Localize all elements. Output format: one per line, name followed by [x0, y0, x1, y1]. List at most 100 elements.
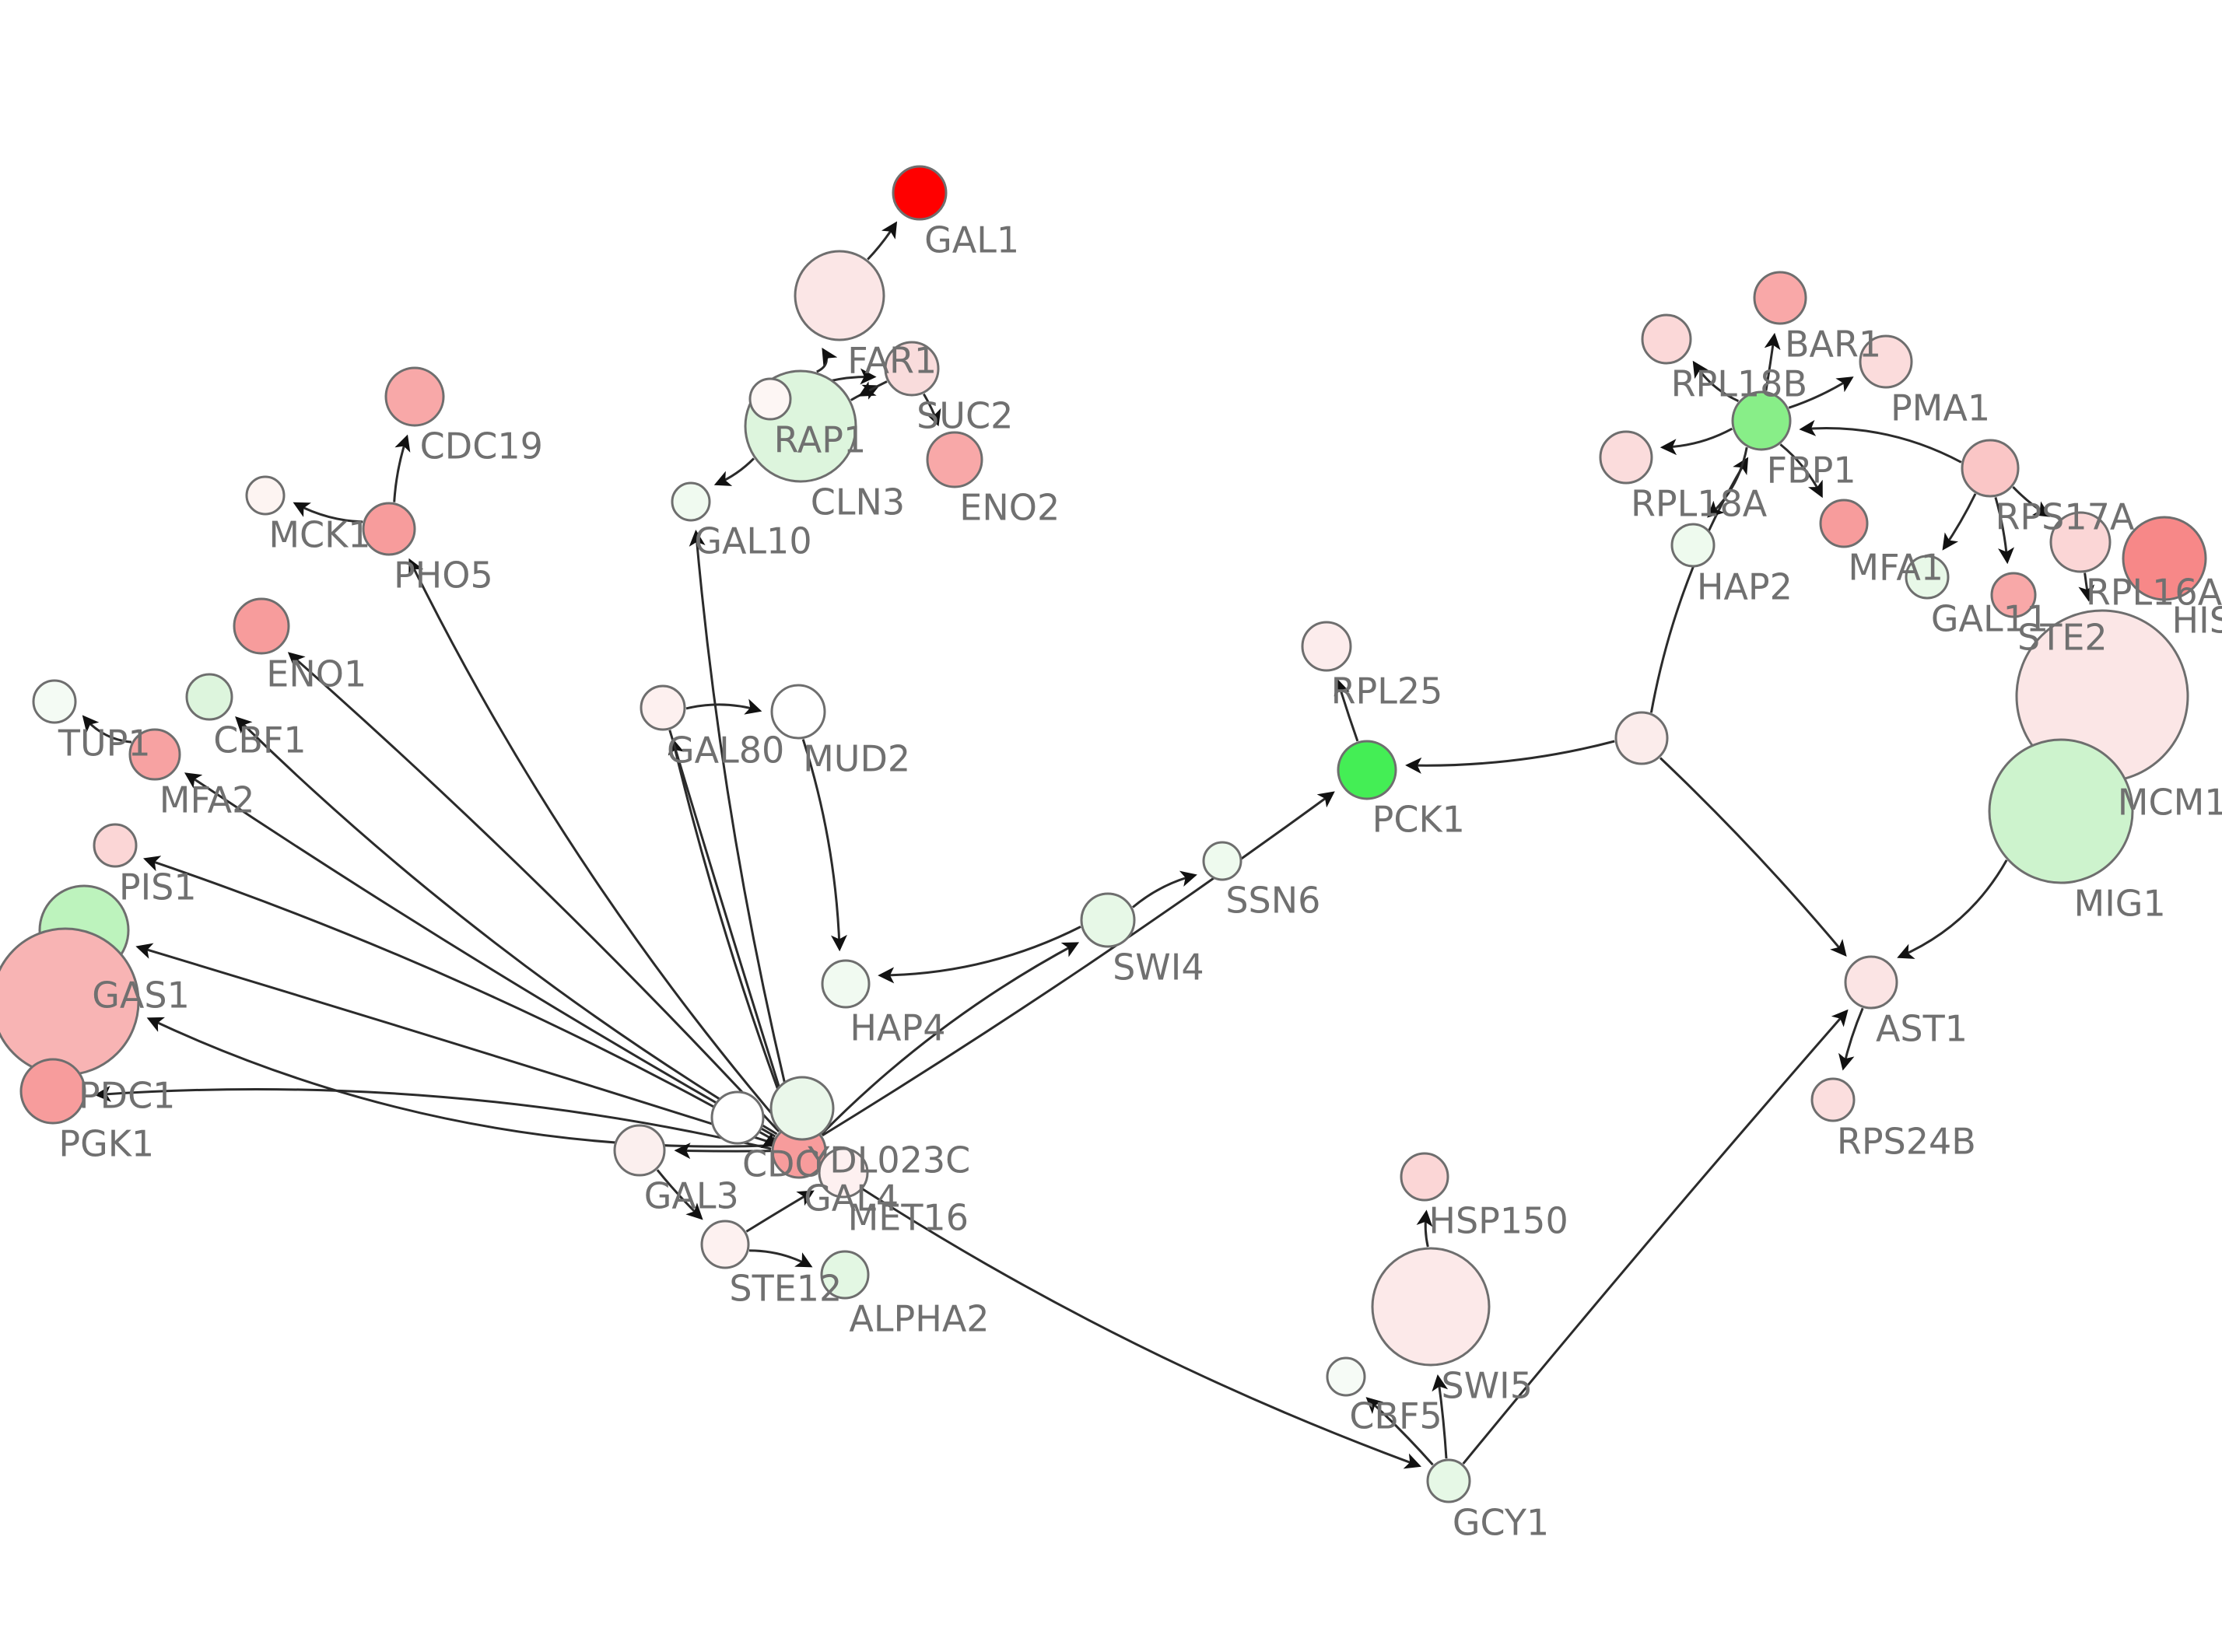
- graph-node[interactable]: [362, 502, 416, 556]
- graph-node-label: MIG1: [2074, 883, 2166, 925]
- graph-node-label: BAR1: [1785, 324, 1881, 366]
- graph-edge: [816, 348, 838, 373]
- graph-node-label: MUD2: [803, 738, 910, 780]
- graph-node-label: GAL3: [644, 1175, 739, 1217]
- graph-node-label: RPS24B: [1837, 1121, 1976, 1163]
- graph-node[interactable]: [1599, 430, 1653, 485]
- graph-node-label: PMA1: [1891, 387, 1990, 429]
- edge-layer: [82, 221, 2095, 1469]
- graph-node[interactable]: [818, 1147, 869, 1199]
- graph-edge: [393, 434, 411, 502]
- graph-edge: [668, 730, 792, 1117]
- graph-node[interactable]: [1301, 621, 1352, 672]
- graph-node-label: CDC19: [420, 425, 543, 467]
- graph-node[interactable]: [820, 1250, 870, 1300]
- graph-edge: [867, 221, 898, 261]
- graph-edge: [685, 698, 762, 715]
- graph-node[interactable]: [613, 1124, 666, 1177]
- graph-node[interactable]: [1988, 738, 2134, 884]
- graph-node[interactable]: [1400, 1152, 1449, 1202]
- graph-node[interactable]: [926, 431, 983, 488]
- graph-node[interactable]: [1426, 1458, 1471, 1503]
- graph-node-label: CDC: [742, 1143, 820, 1185]
- graph-node-label: ALPHA2: [849, 1298, 989, 1340]
- graph-node[interactable]: [1326, 1356, 1366, 1397]
- graph-edge: [1365, 1397, 1434, 1466]
- graph-node[interactable]: [233, 597, 290, 655]
- graph-node[interactable]: [1810, 1077, 1856, 1122]
- graph-node[interactable]: [93, 823, 138, 868]
- graph-node-label: GAL80: [667, 730, 784, 772]
- graph-node[interactable]: [128, 728, 181, 781]
- graph-node[interactable]: [245, 475, 286, 516]
- graph-node[interactable]: [1731, 390, 1792, 451]
- graph-node-label: MCK1: [268, 514, 370, 556]
- graph-node[interactable]: [794, 250, 885, 341]
- graph-node[interactable]: [671, 481, 711, 522]
- graph-edge: [761, 1132, 777, 1151]
- graph-node-label: PGK1: [58, 1123, 154, 1165]
- graph-node-label: GAL11: [1931, 598, 2049, 640]
- graph-edge: [1707, 446, 1748, 518]
- graph-edge: [858, 380, 888, 397]
- graph-node-label: RPL25: [1331, 670, 1443, 712]
- graph-edge: [801, 739, 847, 952]
- graph-node[interactable]: [384, 366, 445, 427]
- graph-node[interactable]: [1670, 523, 1716, 568]
- graph-node[interactable]: [821, 959, 871, 1009]
- graph-edge: [1779, 443, 1823, 499]
- graph-node[interactable]: [1202, 841, 1242, 881]
- graph-node-label: HAP4: [850, 1007, 945, 1049]
- graph-node-label: FBP1: [1767, 450, 1856, 492]
- graph-edge: [823, 1163, 1421, 1469]
- graph-node-label: PIS1: [119, 866, 197, 908]
- graph-node[interactable]: [748, 377, 792, 421]
- graph-node[interactable]: [1337, 740, 1397, 800]
- graph-node[interactable]: [769, 1076, 835, 1141]
- graph-node-label: CBF5: [1349, 1395, 1442, 1437]
- graph-node[interactable]: [1961, 439, 2020, 498]
- graph-node[interactable]: [1844, 955, 1898, 1010]
- graph-node[interactable]: [1080, 892, 1136, 948]
- graph-node-label: GCY1: [1453, 1502, 1549, 1544]
- graph-node[interactable]: [1859, 334, 1913, 389]
- graph-node[interactable]: [770, 684, 826, 740]
- graph-node-label: HIS4: [2172, 600, 2222, 642]
- graph-node-label: SWI5: [1442, 1365, 1533, 1407]
- graph-edge: [1334, 678, 1359, 742]
- graph-node[interactable]: [1641, 313, 1692, 365]
- graph-node[interactable]: [1819, 499, 1869, 548]
- graph-edge: [1799, 419, 1962, 464]
- graph-node[interactable]: [2122, 516, 2207, 601]
- graph-edge: [184, 772, 776, 1138]
- graph-edge: [1659, 757, 1847, 957]
- graph-node[interactable]: [185, 673, 233, 721]
- graph-node[interactable]: [884, 341, 940, 397]
- graph-node[interactable]: [2049, 511, 2112, 573]
- graph-node[interactable]: [19, 1058, 86, 1125]
- graph-node[interactable]: [1905, 555, 1950, 600]
- graph-edge: [2012, 486, 2051, 517]
- graph-node[interactable]: [1753, 271, 1807, 325]
- graph-node-label: GAL4: [804, 1178, 899, 1220]
- graph-edge: [135, 943, 773, 1144]
- graph-node-label: GAL1: [924, 219, 1019, 261]
- graph-node[interactable]: [1371, 1247, 1491, 1367]
- graph-node[interactable]: [1990, 572, 2037, 618]
- graph-node-label: SUC2: [916, 395, 1013, 437]
- graph-node-label: HAP2: [1697, 566, 1793, 608]
- graph-node-label: GAL10: [694, 520, 811, 562]
- graph-node[interactable]: [710, 1090, 765, 1145]
- graph-node[interactable]: [32, 679, 77, 724]
- graph-node[interactable]: [700, 1220, 750, 1269]
- graph-node[interactable]: [892, 165, 948, 221]
- graph-node[interactable]: [1614, 711, 1669, 765]
- graph-edge: [689, 530, 796, 1124]
- graph-edge: [235, 716, 778, 1136]
- graph-node[interactable]: [640, 684, 686, 731]
- graph-node-label: STE2: [2017, 617, 2108, 659]
- graph-edge: [82, 715, 132, 744]
- graph-edge: [1897, 859, 2008, 959]
